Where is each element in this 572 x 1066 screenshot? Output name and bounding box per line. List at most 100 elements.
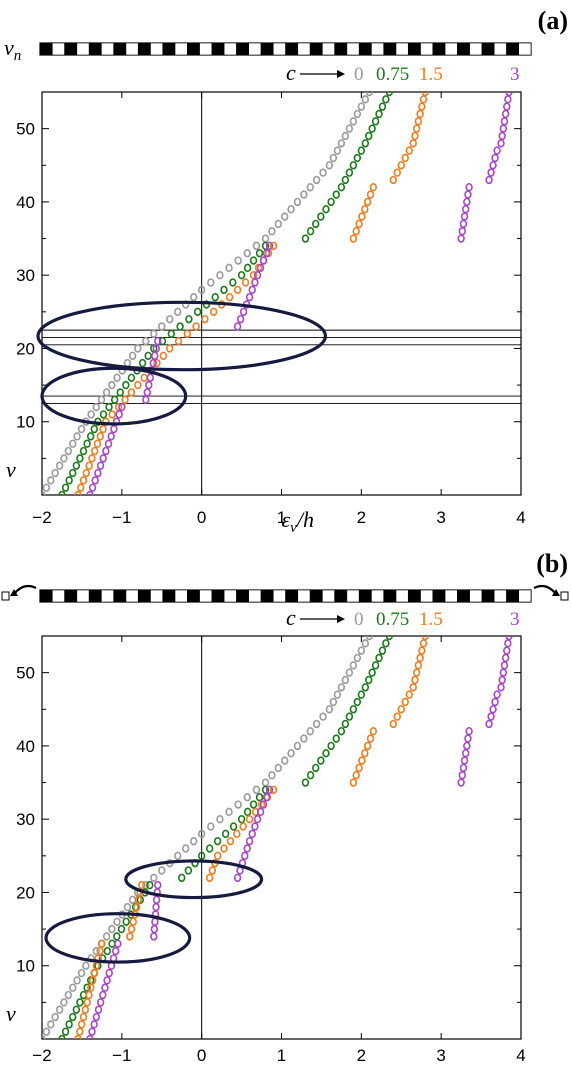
point-c-0 <box>42 483 51 492</box>
chain-site <box>76 42 90 56</box>
chain-site <box>420 42 434 56</box>
point-c-3 <box>500 661 509 670</box>
point-c-1.5 <box>239 822 247 831</box>
point-c-0 <box>325 705 334 714</box>
point-c-0 <box>60 454 68 463</box>
point-c-1.5 <box>76 1027 84 1036</box>
point-c-1.5 <box>352 771 360 780</box>
point-c-3 <box>262 249 271 258</box>
point-c-1.5 <box>74 1034 82 1039</box>
point-c-0 <box>225 263 233 273</box>
point-c-0.75 <box>332 734 340 743</box>
c-value-2: 1.5 <box>419 64 443 85</box>
point-c-3 <box>94 468 102 478</box>
point-c-1.5 <box>363 197 372 207</box>
y-tick-label: 20 <box>16 883 35 902</box>
point-c-0 <box>123 358 132 368</box>
point-c-1.5 <box>416 653 424 663</box>
chain-site <box>359 43 372 55</box>
point-c-3 <box>489 161 497 170</box>
point-c-0.75 <box>312 763 320 773</box>
point-c-0.75 <box>65 1020 73 1029</box>
point-c-1.5 <box>213 851 222 861</box>
point-c-0 <box>150 873 158 882</box>
chain-site <box>174 42 188 56</box>
chain-site <box>125 42 139 56</box>
point-c-0.75 <box>368 124 376 133</box>
boundary-site-right <box>560 591 569 601</box>
point-c-3 <box>107 432 115 441</box>
chain-site <box>408 590 421 602</box>
point-c-0.75 <box>90 424 98 434</box>
point-c-0.75 <box>378 646 387 655</box>
data-points <box>42 92 513 495</box>
point-c-0.75 <box>385 636 393 641</box>
point-c-1.5 <box>421 636 429 641</box>
point-c-0 <box>189 836 198 846</box>
point-c-0 <box>341 131 350 141</box>
point-c-0.75 <box>243 807 252 817</box>
chain-site <box>285 43 298 55</box>
point-c-0.75 <box>229 278 237 287</box>
y-tick-label: 10 <box>16 957 35 976</box>
point-c-3 <box>143 388 151 397</box>
point-c-0 <box>174 307 182 317</box>
y-tick-label: 20 <box>16 339 35 358</box>
chain-site <box>51 42 65 56</box>
point-c-3 <box>104 439 113 448</box>
point-c-3 <box>485 175 493 185</box>
point-c-1.5 <box>108 410 116 419</box>
y-axis-label: ν <box>6 457 16 482</box>
point-c-0.75 <box>138 358 147 368</box>
x-axis-label-sub: ν <box>290 520 297 536</box>
point-c-3 <box>90 1020 98 1029</box>
point-c-0 <box>293 741 302 751</box>
point-c-1.5 <box>369 727 378 736</box>
point-c-3 <box>458 227 466 236</box>
point-c-0 <box>280 212 289 221</box>
chain-site <box>395 42 409 56</box>
point-c-0 <box>349 117 358 126</box>
point-c-0.75 <box>322 749 330 758</box>
point-c-0 <box>197 829 206 839</box>
point-c-3 <box>245 292 254 302</box>
point-c-0.75 <box>83 439 91 448</box>
point-c-1.5 <box>98 939 106 948</box>
point-c-0 <box>268 227 276 236</box>
point-c-1.5 <box>81 1005 89 1014</box>
chain-site <box>101 42 114 56</box>
point-c-1.5 <box>411 675 419 685</box>
y-tick-label: 50 <box>16 120 35 139</box>
chain-site <box>334 590 347 602</box>
point-c-1.5 <box>349 234 358 243</box>
point-c-3 <box>460 756 469 765</box>
point-c-1.5 <box>419 95 428 104</box>
point-c-3 <box>154 880 162 890</box>
point-c-0.75 <box>167 329 176 338</box>
point-c-1.5 <box>269 785 278 795</box>
point-c-1.5 <box>414 661 423 670</box>
highlight-ellipse <box>124 859 264 900</box>
point-c-0.75 <box>83 983 91 992</box>
chain-site <box>518 589 532 603</box>
c-arrow-head <box>337 70 345 78</box>
point-c-3 <box>463 197 471 207</box>
point-c-1.5 <box>93 439 102 448</box>
point-c-3 <box>256 807 265 817</box>
point-c-3 <box>458 771 466 780</box>
point-c-0 <box>225 807 233 817</box>
y-axis-label: ν <box>6 1001 16 1026</box>
point-c-0 <box>60 998 68 1007</box>
point-c-0 <box>306 183 314 192</box>
point-c-3 <box>501 109 510 119</box>
point-c-0 <box>216 270 224 280</box>
point-c-0 <box>207 278 215 287</box>
point-c-3 <box>265 785 274 795</box>
point-c-0 <box>325 161 334 170</box>
point-c-1.5 <box>83 998 91 1007</box>
point-c-0 <box>113 917 121 926</box>
point-c-0 <box>300 734 308 743</box>
arrowhead-right <box>552 589 560 596</box>
chain-site <box>383 43 396 55</box>
